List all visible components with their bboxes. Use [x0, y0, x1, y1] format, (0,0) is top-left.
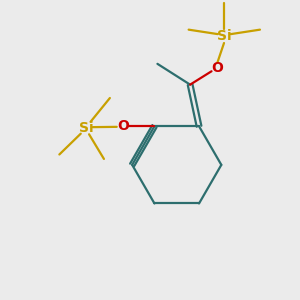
Text: Si: Si: [79, 121, 93, 135]
Text: O: O: [211, 61, 223, 75]
Text: O: O: [117, 119, 129, 133]
Text: Si: Si: [217, 28, 232, 43]
